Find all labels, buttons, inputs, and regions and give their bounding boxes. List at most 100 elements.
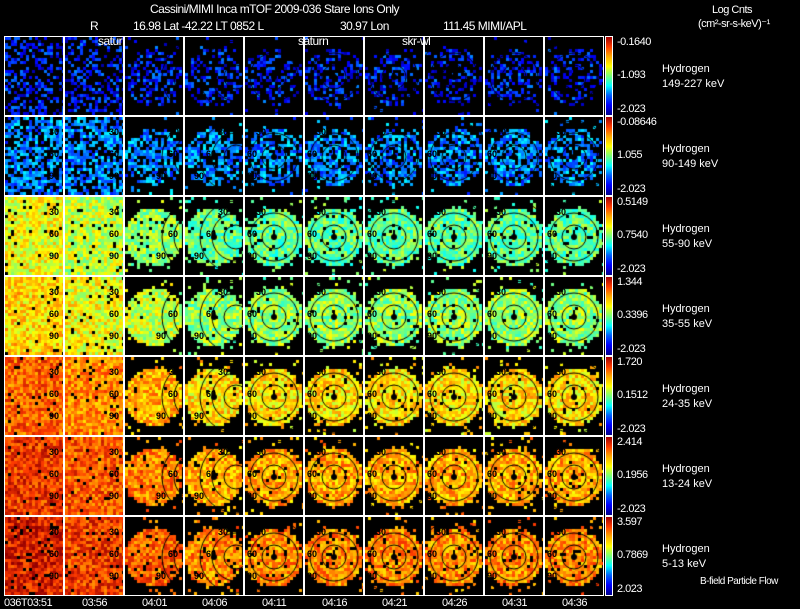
row-energy: 5-13 keV [662, 558, 707, 570]
colorbar-mid: 0.7540 [617, 229, 648, 241]
contour-label: 60 [109, 309, 120, 319]
colorbar [605, 36, 613, 116]
contour-label: 30 [496, 207, 507, 217]
contour-label: 30 [556, 367, 567, 377]
contour-label: 90 [49, 491, 60, 501]
contour-label: 60 [168, 229, 179, 239]
heatmap-panel: 30 60 90 [304, 436, 364, 516]
contour-label: 90 [547, 491, 558, 501]
heatmap-image [365, 197, 423, 275]
contour-label: 90 [487, 571, 498, 581]
heatmap-image [485, 197, 543, 275]
heatmap-panel [304, 36, 364, 116]
contour-label: 30 [556, 207, 567, 217]
heatmap-panel: 30 60 90 [124, 436, 184, 516]
heatmap-image [425, 517, 483, 595]
heatmap-panel: 30 60 90 [364, 116, 424, 196]
contour-label: 30 [496, 527, 507, 537]
contour-label: 60 [168, 309, 179, 319]
colorbar-mid: 0.3396 [617, 309, 648, 321]
contour-label: 30 [256, 447, 267, 457]
contour-label: 30 [109, 367, 120, 377]
contour-label: 60 [487, 469, 498, 479]
contour-label: 90 [156, 411, 167, 421]
heatmap-panel: 30 60 90 [184, 356, 244, 436]
contour-label: 90 [487, 171, 498, 181]
colorbar-min: -2.023 [617, 263, 646, 275]
contour-label: 30 [109, 207, 120, 217]
contour-label: 90 [307, 491, 318, 501]
contour-label: 90 [109, 171, 120, 181]
colorbar [605, 276, 613, 356]
contour-label: 30 [316, 287, 327, 297]
contour-label: 60 [206, 149, 217, 159]
heatmap-panel [484, 36, 544, 116]
contour-label: 90 [247, 571, 258, 581]
contour-label: 60 [487, 389, 498, 399]
contour-label: 90 [109, 331, 120, 341]
contour-label: 60 [168, 149, 179, 159]
contour-label: 30 [169, 127, 180, 137]
contour-label: 60 [487, 549, 498, 559]
heatmap-panel: 30 60 90 [244, 196, 304, 276]
heatmap-image [5, 437, 63, 515]
contour-label: 60 [547, 549, 558, 559]
colorbar-min: -2.023 [617, 183, 646, 195]
heatmap-panel: 30 60 90 [484, 276, 544, 356]
row-energy: 24-35 keV [662, 398, 713, 410]
contour-label: 30 [109, 127, 120, 137]
time-label: 04:16 [322, 597, 348, 609]
heatmap-image [545, 277, 603, 355]
heatmap-image [185, 37, 243, 115]
contour-label: 30 [316, 207, 327, 217]
heatmap-panel: 30 60 90 [544, 116, 604, 196]
contour-label: 90 [247, 331, 258, 341]
heatmap-image [425, 437, 483, 515]
contour-label: 30 [376, 287, 387, 297]
lon-label: 30.97 Lon [340, 19, 389, 33]
heatmap-panel: 30 60 90 [184, 516, 244, 596]
heatmap-image [185, 197, 243, 275]
heatmap-image [125, 117, 183, 195]
heatmap-image [125, 197, 183, 275]
heatmap-panel: 30 60 90 [484, 356, 544, 436]
heatmap-panel [364, 36, 424, 116]
time-label: 036T03:51 [4, 597, 53, 609]
contour-label: 30 [376, 367, 387, 377]
heatmap-image [365, 277, 423, 355]
heatmap-image [65, 117, 123, 195]
contour-label: 30 [218, 367, 229, 377]
heatmap-image [245, 437, 303, 515]
time-label: 04:36 [562, 597, 588, 609]
heatmap-image [65, 37, 123, 115]
contour-label: 30 [256, 367, 267, 377]
contour-label: 60 [487, 149, 498, 159]
contour-label: 60 [109, 389, 120, 399]
contour-label: 90 [487, 491, 498, 501]
contour-label: 90 [156, 331, 167, 341]
contour-label: 60 [49, 389, 60, 399]
heatmap-panel: 30 60 90 [4, 276, 64, 356]
row-species: Hydrogen [662, 383, 710, 395]
heatmap-panel: 30 60 90 [364, 436, 424, 516]
marker-skr-wl: skr-wl [402, 34, 431, 48]
contour-label: 30 [436, 127, 447, 137]
heatmap-image [5, 357, 63, 435]
heatmap-image [245, 357, 303, 435]
heatmap-panel: 30 60 90 [424, 196, 484, 276]
contour-label: 90 [547, 411, 558, 421]
contour-label: 30 [169, 367, 180, 377]
heatmap-image [425, 37, 483, 115]
contour-label: 30 [316, 527, 327, 537]
contour-label: 90 [247, 251, 258, 261]
heatmap-image [545, 37, 603, 115]
colorbar-min: -2.023 [617, 423, 646, 435]
heatmap-image [305, 277, 363, 355]
contour-label: 60 [427, 389, 438, 399]
contour-label: 60 [49, 149, 60, 159]
contour-label: 30 [169, 527, 180, 537]
colorbar-max: -0.08646 [617, 116, 657, 128]
contour-label: 30 [49, 367, 60, 377]
heatmap-image [365, 437, 423, 515]
contour-label: 60 [206, 469, 217, 479]
